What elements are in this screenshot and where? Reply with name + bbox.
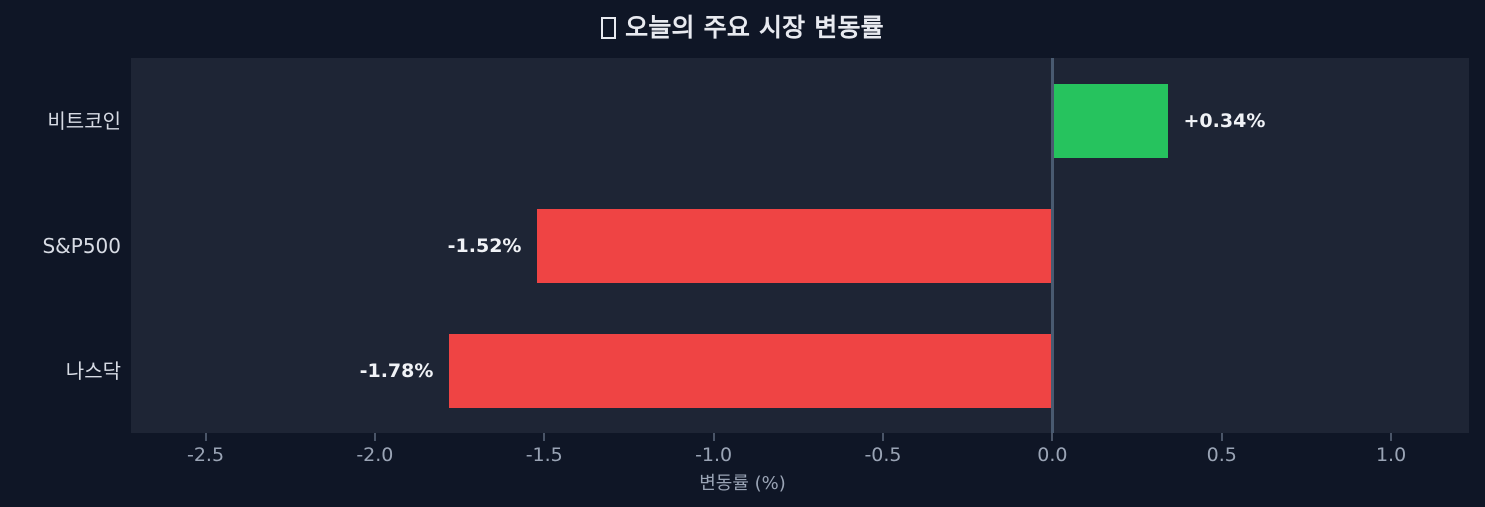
plot-area: +0.34% -1.52% -1.78% <box>131 58 1469 433</box>
chart-title: 오늘의 주요 시장 변동률 <box>0 8 1485 44</box>
chart-title-text: 오늘의 주요 시장 변동률 <box>625 13 884 42</box>
y-tick-label-1: 비트코인 <box>47 108 121 133</box>
x-tick-label-4: -1.0 <box>695 444 733 466</box>
zero-reference-line <box>1050 58 1054 433</box>
y-tick-mark-1 <box>123 119 131 122</box>
x-tick-mark-2 <box>373 433 376 441</box>
bar-1[interactable] <box>1052 83 1168 158</box>
x-tick-mark-3 <box>543 433 546 441</box>
x-tick-mark-6 <box>1051 433 1054 441</box>
x-axis-label: 변동률 (%) <box>699 473 786 494</box>
missing-glyph-icon <box>601 17 617 39</box>
x-tick-mark-8 <box>1390 433 1393 441</box>
x-tick-mark-1 <box>204 433 207 441</box>
bar-2[interactable] <box>537 208 1053 283</box>
y-tick-label-3: 나스닥 <box>65 358 121 383</box>
x-tick-label-8: 1.0 <box>1375 444 1407 466</box>
bar-3[interactable] <box>449 333 1053 408</box>
x-tick-label-3: -1.5 <box>525 444 563 466</box>
x-tick-label-5: -0.5 <box>864 444 902 466</box>
y-tick-label-2: S&P500 <box>42 233 121 258</box>
value-label-1: +0.34% <box>1183 109 1266 132</box>
x-tick-label-7: 0.5 <box>1206 444 1237 466</box>
x-tick-mark-5 <box>881 433 884 441</box>
value-label-3: -1.78% <box>359 359 434 382</box>
y-tick-mark-3 <box>123 369 131 372</box>
value-label-2: -1.52% <box>447 234 522 257</box>
x-tick-label-2: -2.0 <box>356 444 394 466</box>
x-tick-label-1: -2.5 <box>186 444 225 466</box>
x-tick-mark-7 <box>1220 433 1223 441</box>
y-tick-mark-2 <box>123 244 131 247</box>
x-tick-mark-4 <box>712 433 715 441</box>
x-tick-label-6: 0.0 <box>1037 444 1068 466</box>
